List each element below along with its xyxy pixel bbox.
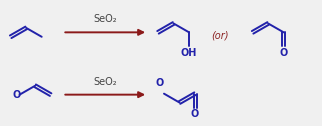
Text: SeO₂: SeO₂ bbox=[93, 77, 117, 87]
Text: O: O bbox=[279, 48, 288, 58]
Text: O: O bbox=[191, 109, 199, 119]
Text: O: O bbox=[156, 78, 164, 88]
Text: OH: OH bbox=[181, 48, 197, 58]
Text: O: O bbox=[13, 90, 21, 100]
Text: SeO₂: SeO₂ bbox=[93, 14, 117, 24]
Text: (or): (or) bbox=[211, 30, 229, 40]
